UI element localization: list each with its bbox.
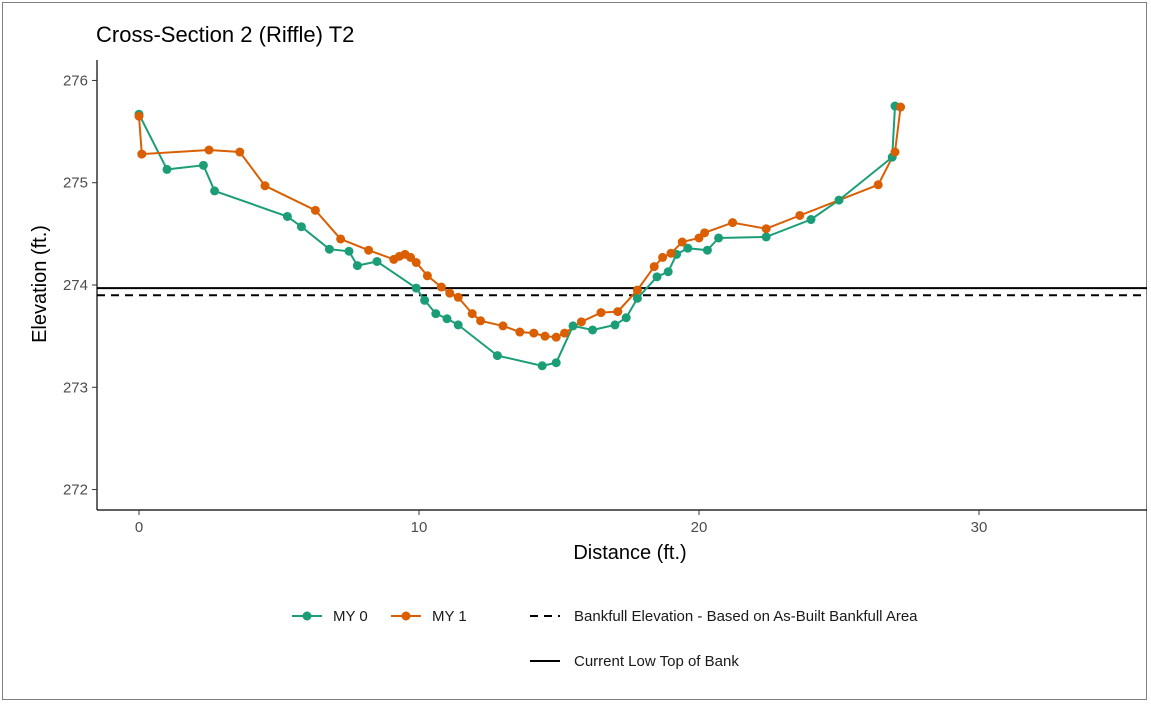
data-point-my1: [467, 309, 477, 319]
data-point-my0: [442, 314, 452, 324]
data-point-my0: [652, 272, 662, 282]
data-point-my1: [632, 285, 642, 295]
data-point-my0: [162, 164, 172, 174]
x-axis-ticks: 0 10 20 30: [135, 510, 988, 536]
data-point-my1: [445, 288, 455, 298]
data-point-my0: [352, 261, 362, 271]
data-point-my0: [198, 160, 208, 170]
data-point-my1: [560, 328, 570, 338]
data-point-my1: [649, 262, 659, 272]
y-tick-label: 276: [63, 72, 88, 89]
data-point-my1: [613, 307, 623, 317]
data-point-my0: [492, 351, 502, 361]
data-point-my1: [795, 210, 805, 220]
data-point-my1: [436, 282, 446, 292]
data-point-my1: [310, 205, 320, 215]
data-point-my0: [324, 244, 334, 254]
data-point-my0: [621, 313, 631, 323]
data-point-my1: [576, 317, 586, 327]
legend-item-low-top-of-bank: Current Low Top of Bank: [530, 653, 739, 670]
data-point-my0: [806, 215, 816, 225]
legend-item-my1: MY 1: [391, 608, 467, 625]
x-tick-label: 10: [411, 519, 428, 536]
data-point-my1: [204, 145, 214, 155]
data-point-my0: [296, 222, 306, 232]
series-line-my1: [138, 106, 902, 339]
data-point-my1: [896, 102, 906, 112]
reference-lines: [97, 287, 1147, 297]
legend-swatch-point-my1: [401, 611, 411, 621]
data-point-my1: [411, 258, 421, 267]
data-point-my0: [834, 195, 844, 205]
data-point-my1: [761, 224, 771, 234]
data-point-my1: [336, 234, 346, 244]
data-point-my1: [529, 328, 539, 338]
data-point-my1: [476, 316, 486, 326]
data-point-my1: [422, 271, 432, 281]
data-point-my1: [453, 292, 463, 302]
data-point-my1: [873, 180, 883, 190]
data-point-my0: [588, 325, 598, 335]
data-point-my1: [260, 181, 270, 191]
legend-label-bankfull: Bankfull Elevation - Based on As-Built B…: [574, 608, 918, 625]
data-point-my0: [431, 309, 441, 319]
data-point-my1: [658, 252, 668, 262]
data-point-my1: [540, 331, 550, 341]
data-point-my0: [568, 321, 578, 331]
legend-label-my1: MY 1: [432, 608, 467, 625]
data-point-my0: [702, 245, 712, 255]
y-axis-ticks: 272 273 274 275 276: [63, 72, 97, 499]
y-tick-label: 275: [63, 175, 88, 192]
y-tick-label: 274: [63, 277, 88, 294]
data-point-my0: [632, 293, 642, 303]
data-point-my1: [700, 228, 710, 238]
data-point-my1: [551, 332, 561, 342]
data-point-my0: [714, 233, 724, 243]
data-point-my1: [498, 321, 508, 331]
legend-item-my0: MY 0: [292, 608, 368, 625]
y-axis-title: Elevation (ft.): [29, 225, 51, 343]
x-axis-title: Distance (ft.): [573, 542, 686, 564]
data-point-my0: [761, 232, 771, 242]
data-point-my1: [890, 147, 900, 157]
data-point-my0: [420, 295, 430, 305]
data-point-my1: [666, 248, 676, 258]
data-point-my0: [537, 361, 547, 371]
x-tick-label: 30: [971, 519, 988, 536]
legend: MY 0 MY 1 Bankfull Elevation - Based on …: [292, 608, 918, 670]
data-point-my0: [282, 211, 292, 221]
x-tick-label: 20: [691, 519, 708, 536]
data-point-my1: [137, 149, 147, 159]
data-point-my0: [551, 358, 561, 368]
legend-item-bankfull: Bankfull Elevation - Based on As-Built B…: [530, 608, 918, 625]
series-points: [134, 101, 906, 371]
y-tick-label: 273: [63, 379, 88, 396]
data-point-my1: [596, 308, 606, 318]
data-point-my1: [728, 218, 738, 228]
series-lines: [138, 105, 902, 367]
legend-swatch-point-my0: [302, 611, 312, 621]
data-point-my1: [364, 245, 374, 255]
data-point-my1: [515, 327, 525, 337]
data-point-my0: [372, 256, 382, 266]
x-tick-label: 0: [135, 519, 143, 536]
data-point-my0: [610, 320, 620, 330]
data-point-my0: [683, 243, 693, 253]
legend-label-my0: MY 0: [333, 608, 368, 625]
data-point-my1: [134, 111, 144, 121]
plot-area: 272 273 274 275 276 0 10 20 30: [63, 60, 1147, 536]
data-point-my0: [411, 283, 421, 293]
y-tick-label: 272: [63, 482, 88, 499]
data-point-my0: [453, 320, 463, 330]
series-line-my0: [138, 105, 896, 367]
data-point-my1: [677, 237, 687, 247]
data-point-my0: [344, 246, 354, 256]
chart-title: Cross-Section 2 (Riffle) T2: [96, 22, 354, 47]
data-point-my1: [235, 147, 245, 157]
data-point-my0: [663, 267, 673, 277]
data-point-my0: [210, 186, 220, 196]
legend-label-low-top-of-bank: Current Low Top of Bank: [574, 653, 739, 670]
